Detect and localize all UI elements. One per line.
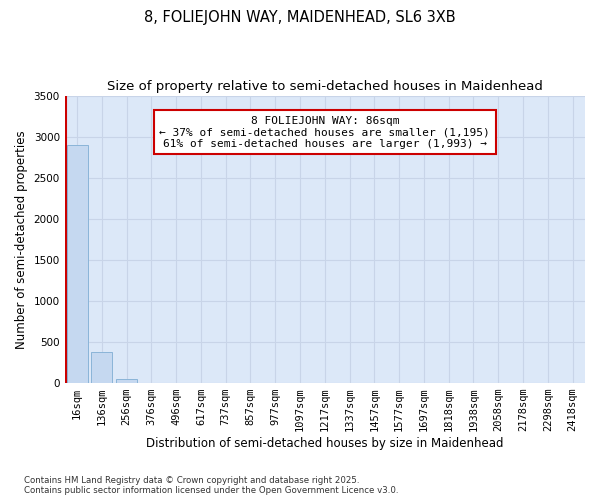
Text: Contains HM Land Registry data © Crown copyright and database right 2025.
Contai: Contains HM Land Registry data © Crown c… [24,476,398,495]
Bar [67,145,88,383]
X-axis label: Distribution of semi-detached houses by size in Maidenhead: Distribution of semi-detached houses by … [146,437,503,450]
Y-axis label: Number of semi-detached properties: Number of semi-detached properties [15,130,28,348]
Text: 8 FOLIEJOHN WAY: 86sqm
← 37% of semi-detached houses are smaller (1,195)
61% of : 8 FOLIEJOHN WAY: 86sqm ← 37% of semi-det… [160,116,490,149]
Bar [91,352,112,383]
Bar [116,378,137,383]
Title: Size of property relative to semi-detached houses in Maidenhead: Size of property relative to semi-detach… [107,80,543,93]
Text: 8, FOLIEJOHN WAY, MAIDENHEAD, SL6 3XB: 8, FOLIEJOHN WAY, MAIDENHEAD, SL6 3XB [144,10,456,25]
